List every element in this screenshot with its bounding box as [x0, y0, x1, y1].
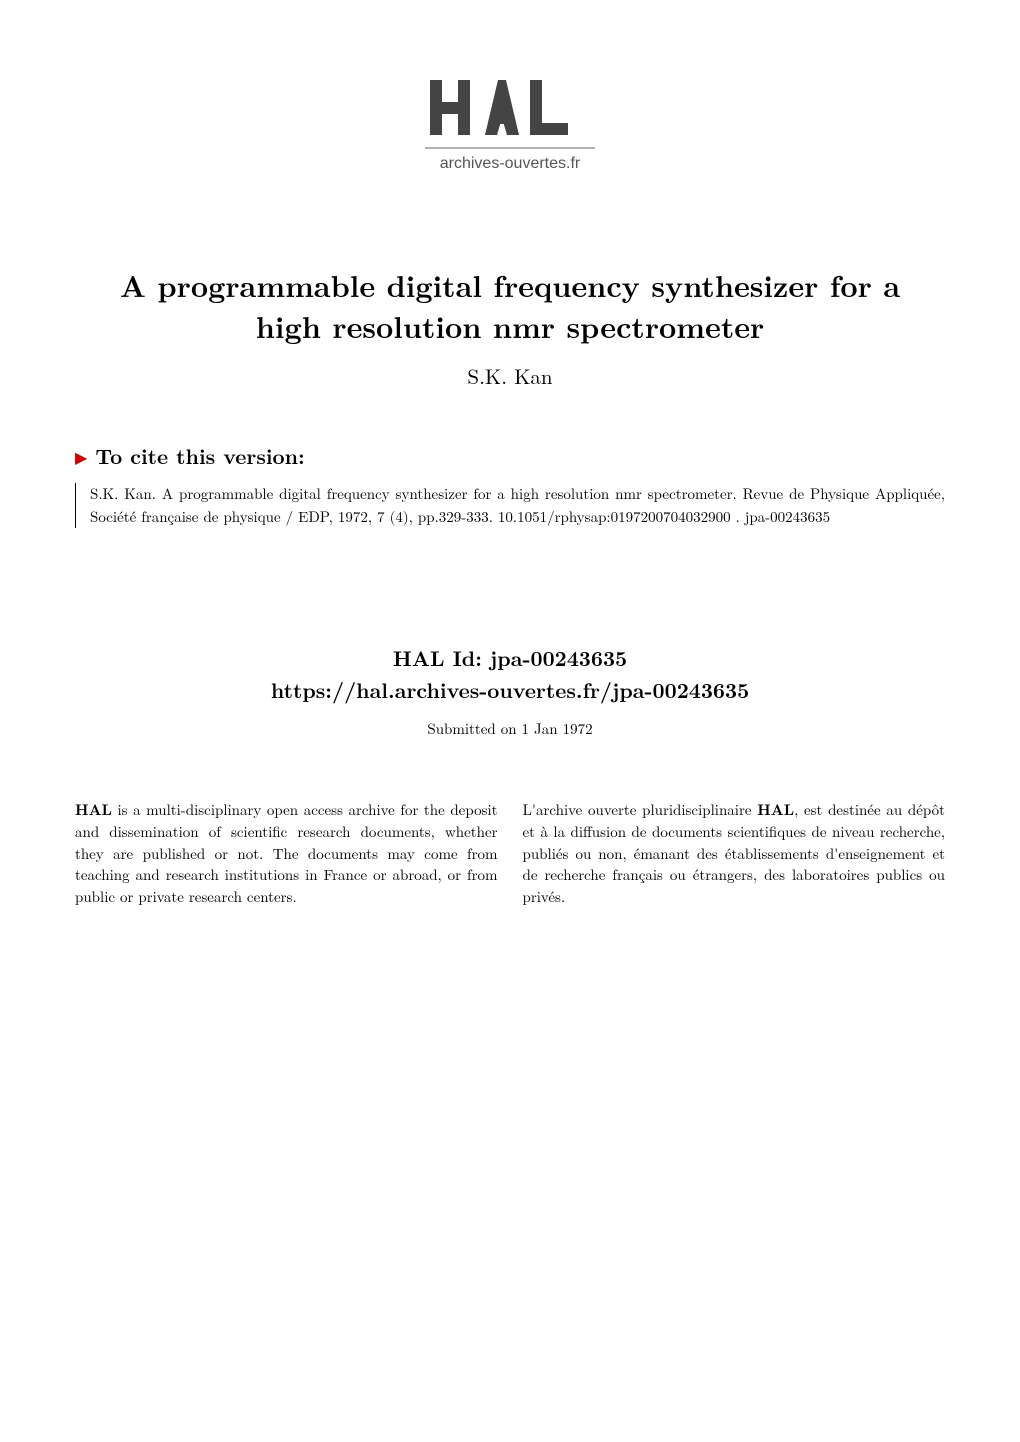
- triangle-marker-icon: ▶: [75, 445, 87, 468]
- logo-subtitle-text: archives-ouvertes.fr: [440, 155, 581, 172]
- description-right-pre: L'archive ouverte pluridisciplinaire: [523, 799, 758, 820]
- hal-id-block: HAL Id: jpa-00243635 https://hal.archive…: [75, 643, 945, 706]
- description-left: HAL is a multi-disciplinary open access …: [75, 799, 498, 908]
- description-right: L'archive ouverte pluridisciplinaire HAL…: [523, 799, 946, 908]
- hal-id: HAL Id: jpa-00243635: [75, 643, 945, 675]
- description-left-text: is a multi-disciplinary open access arch…: [75, 799, 498, 907]
- paper-title: A programmable digital frequency synthes…: [75, 265, 945, 346]
- hal-logo: archives-ouvertes.fr: [410, 70, 610, 185]
- description-columns: HAL is a multi-disciplinary open access …: [75, 799, 945, 908]
- paper-author: S.K. Kan: [75, 361, 945, 391]
- hal-url[interactable]: https://hal.archives-ouvertes.fr/jpa-002…: [75, 675, 945, 707]
- description-right-bold: HAL: [757, 799, 794, 820]
- description-left-bold: HAL: [75, 799, 112, 820]
- citation-text: S.K. Kan. A programmable digital frequen…: [75, 483, 945, 528]
- citation-header: ▶ To cite this version:: [75, 441, 945, 471]
- submitted-date: Submitted on 1 Jan 1972: [75, 718, 945, 739]
- hal-logo-svg: archives-ouvertes.fr: [410, 70, 610, 180]
- hal-logo-block: archives-ouvertes.fr: [75, 70, 945, 185]
- citation-label: To cite this version:: [95, 441, 304, 471]
- citation-section: ▶ To cite this version: S.K. Kan. A prog…: [75, 441, 945, 528]
